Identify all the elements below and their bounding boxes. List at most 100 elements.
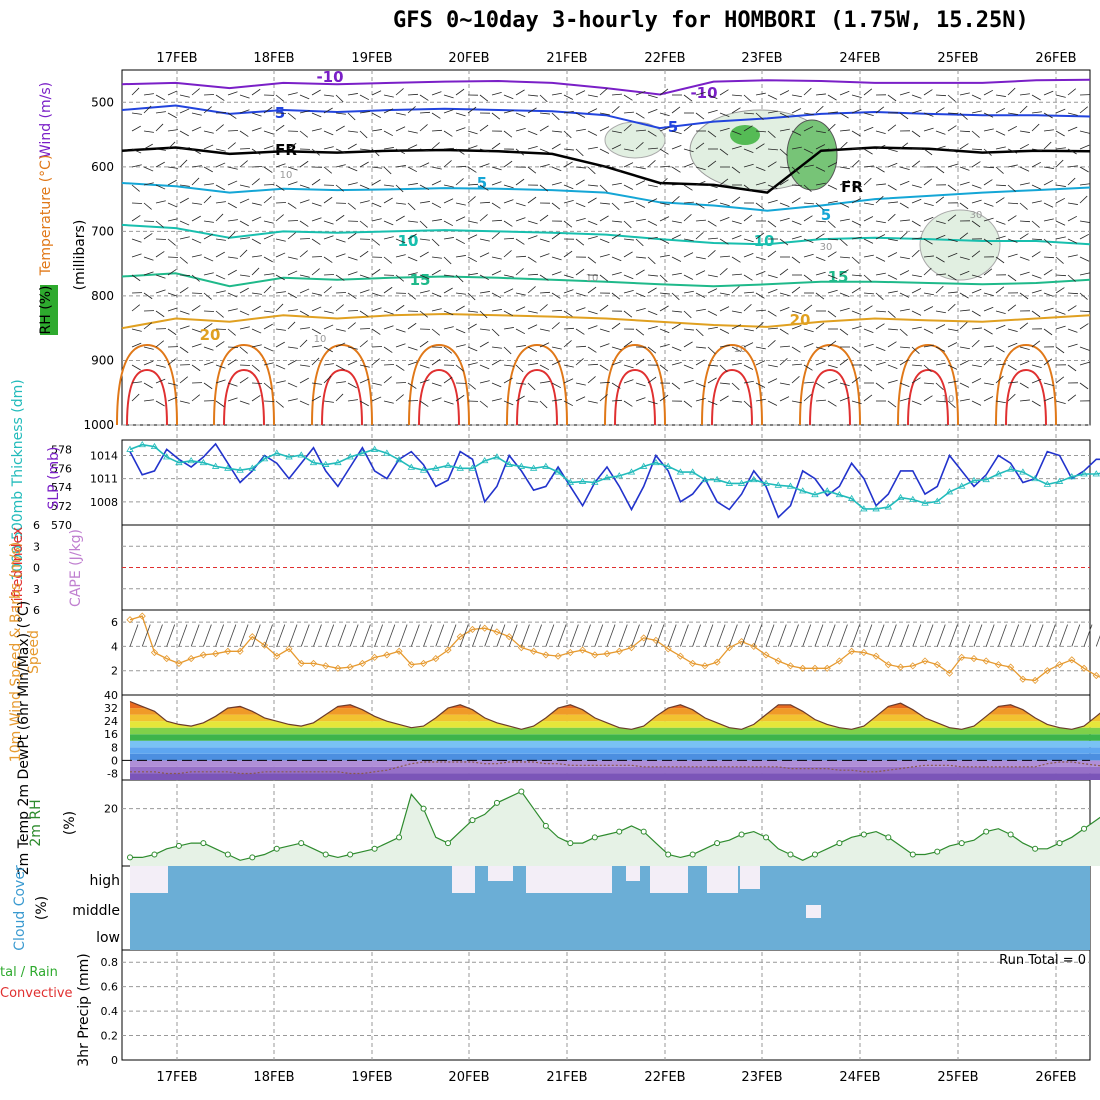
- wind-barb: [947, 342, 958, 348]
- wind-barb: [779, 382, 790, 386]
- wind-barb: [851, 198, 862, 204]
- wind-barb: [515, 364, 524, 373]
- wind-barb: [911, 220, 921, 227]
- wind-barb: [503, 346, 512, 355]
- wind-barb: [635, 256, 646, 259]
- wind-barb: [1031, 378, 1042, 384]
- wind-barb: [479, 274, 490, 281]
- wind-barb-10m: [667, 624, 677, 647]
- surface-temp-contour: [116, 343, 178, 426]
- rh-point: [958, 840, 965, 847]
- wind-barb: [167, 90, 178, 96]
- wind-barb: [299, 199, 310, 204]
- contour-label: 10: [586, 273, 599, 284]
- wind-barb: [335, 274, 345, 281]
- wind-barb: [263, 382, 272, 390]
- pressure-tick-label: 700: [91, 224, 114, 238]
- wind-barb: [743, 163, 754, 168]
- wind-barb: [275, 148, 286, 153]
- wind-barb: [1019, 143, 1030, 150]
- wind-barb: [359, 310, 369, 317]
- thickness-point: [578, 477, 587, 484]
- wind-barb: [695, 219, 706, 222]
- wind-barb: [371, 202, 382, 208]
- wind-barb: [131, 164, 142, 168]
- thickness-point: [701, 475, 709, 483]
- wind-barb: [299, 160, 309, 168]
- wind-barb: [419, 111, 431, 114]
- wind-barb: [791, 220, 802, 225]
- pressure-tick-label: 900: [91, 353, 114, 367]
- wind-speed-point: [224, 647, 232, 655]
- wind-barb: [323, 166, 333, 174]
- temp-tick-label: 16: [104, 728, 118, 741]
- temp-tick-label: 40: [104, 689, 118, 702]
- wind-barb: [1055, 220, 1066, 226]
- wind-barb: [467, 346, 478, 352]
- wind-barb: [863, 148, 873, 155]
- wind-barb: [275, 94, 285, 102]
- wind-barb: [527, 107, 537, 114]
- temperature-contour: [121, 312, 1091, 330]
- wind-barb-10m: [1010, 624, 1020, 647]
- rh-point: [591, 834, 598, 841]
- wind-barb: [551, 130, 562, 133]
- wind-barb: [947, 125, 957, 132]
- wind-barb-10m: [631, 624, 640, 647]
- li-tick-label: 0: [33, 562, 40, 575]
- wind-barb: [551, 143, 561, 150]
- wind-barb: [779, 358, 788, 366]
- wind-barb: [995, 375, 1004, 384]
- wind-barb: [131, 328, 142, 332]
- wind-barb-10m: [178, 624, 188, 647]
- wind-barb: [203, 166, 213, 173]
- wind-barb: [371, 382, 382, 386]
- wind-speed-point: [750, 642, 758, 650]
- wind-barb: [191, 112, 202, 116]
- wind-barb-10m: [839, 624, 848, 647]
- wind-barb: [419, 148, 430, 152]
- wind-barb: [563, 400, 574, 407]
- rh-point: [420, 805, 427, 812]
- cloud-level-label: high: [89, 873, 120, 889]
- wind-speed-point: [542, 651, 550, 659]
- lifted-index-axis-label: Lifted Index: [10, 527, 26, 609]
- wind-barb: [383, 400, 394, 404]
- wind-barb: [983, 166, 995, 169]
- wind-barb: [1031, 220, 1040, 228]
- wind-barb: [515, 128, 526, 132]
- wind-barb: [479, 184, 489, 191]
- wind-barb: [707, 310, 718, 316]
- wind-barb: [599, 304, 609, 312]
- wind-barb: [827, 364, 838, 369]
- panel-frame-wind: [121, 609, 1091, 696]
- wind-barb: [599, 126, 610, 132]
- wind-barb: [1079, 361, 1090, 366]
- wind-barb: [587, 256, 597, 264]
- wind-barb: [323, 146, 334, 150]
- temperature-2m-axis-label: 2m Temp 2m DewPt (6hr Min/Max) (°C): [16, 601, 32, 876]
- wind-barb: [659, 344, 670, 348]
- wind-barb: [971, 327, 982, 330]
- wind-barb: [575, 345, 587, 348]
- wind-barb: [755, 360, 766, 366]
- wind-barb: [623, 200, 634, 204]
- wind-barb-10m: [447, 624, 457, 647]
- temperature-contour: [121, 146, 1091, 194]
- wind-barb: [575, 396, 586, 402]
- wind-barb: [431, 308, 442, 312]
- thickness-tick-label: 572: [51, 500, 72, 513]
- thickness-point: [468, 464, 477, 471]
- wind-barb: [155, 94, 165, 101]
- wind-barb: [731, 130, 742, 135]
- rh-point: [689, 851, 696, 858]
- wind-barb: [707, 237, 718, 240]
- wind-speed-point: [1092, 672, 1100, 680]
- wind-barb: [539, 291, 551, 294]
- wind-barb: [1007, 184, 1016, 192]
- wind-barb: [191, 394, 201, 402]
- wind-barb: [311, 148, 321, 156]
- wind-barb: [1007, 202, 1019, 205]
- wind-barb: [587, 184, 598, 187]
- wind-barb: [1007, 393, 1016, 402]
